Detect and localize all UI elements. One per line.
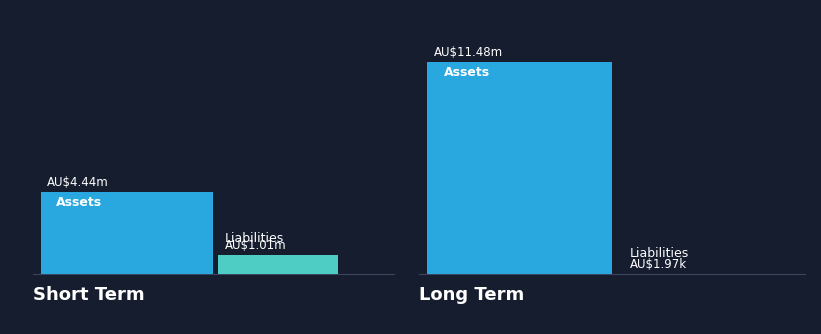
Text: Long Term: Long Term (419, 286, 524, 304)
Text: AU$4.44m: AU$4.44m (47, 176, 108, 189)
Text: Assets: Assets (444, 66, 490, 79)
Bar (218, 255, 337, 274)
Text: AU$1.01m: AU$1.01m (224, 239, 286, 253)
Text: AU$11.48m: AU$11.48m (433, 46, 503, 59)
Text: Liabilities: Liabilities (224, 232, 284, 245)
Text: Short Term: Short Term (33, 286, 144, 304)
Text: Liabilities: Liabilities (630, 247, 690, 260)
Text: AU$1.97k: AU$1.97k (630, 258, 687, 271)
Bar (41, 192, 213, 274)
Text: Assets: Assets (57, 196, 103, 209)
Bar (427, 61, 612, 274)
